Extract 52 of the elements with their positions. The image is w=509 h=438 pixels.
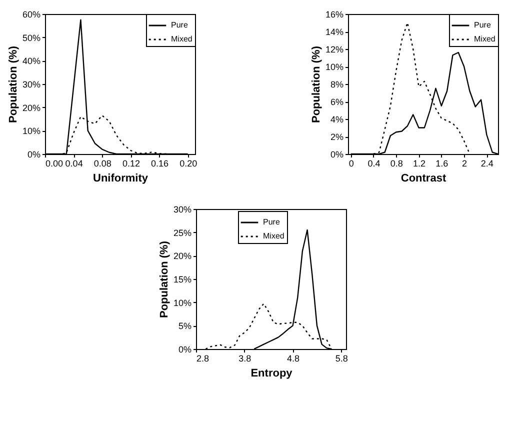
x-tick-label: 0.8 <box>390 158 403 168</box>
y-tick-label: 30% <box>22 80 40 90</box>
y-axis-title: Population (%) <box>7 46 20 123</box>
y-tick-label: 20% <box>173 251 192 262</box>
y-tick-label: 8% <box>330 80 344 90</box>
x-tick-label: 4.8 <box>287 354 300 364</box>
legend-label: Mixed <box>263 232 284 240</box>
x-tick-label: 0.00 <box>46 158 64 168</box>
x-tick-label: 2.8 <box>196 354 210 364</box>
y-tick-label: 6% <box>330 97 344 107</box>
legend-label: Pure <box>171 20 188 30</box>
x-tick-label: 5.8 <box>335 354 348 364</box>
legend-label: Mixed <box>474 34 496 44</box>
x-tick-label: 1.6 <box>436 158 448 168</box>
legend-label: Pure <box>474 20 492 30</box>
x-tick-label: 0.08 <box>94 158 112 168</box>
y-tick-label: 40% <box>22 56 40 66</box>
y-axis-title: Population (%) <box>310 46 322 123</box>
x-tick-label: 0.04 <box>65 158 83 168</box>
y-tick-label: 0% <box>178 344 192 354</box>
y-tick-label: 2% <box>330 132 344 142</box>
y-tick-label: 10% <box>22 126 40 136</box>
y-tick-label: 15% <box>173 274 192 284</box>
x-tick-label: 2 <box>462 158 468 168</box>
y-tick-label: 12% <box>325 44 344 54</box>
x-tick-label: 3.8 <box>238 354 252 364</box>
x-axis-title: Entropy <box>250 368 294 380</box>
y-tick-label: 10% <box>325 62 344 72</box>
x-tick-label: 0.12 <box>122 158 140 168</box>
x-tick-label: 0.20 <box>180 158 198 168</box>
x-tick-label: 1.2 <box>412 158 426 168</box>
y-tick-label: 10% <box>173 298 192 308</box>
y-tick-label: 30% <box>173 204 192 214</box>
x-tick-label: 0.4 <box>368 158 380 168</box>
y-tick-label: 4% <box>330 114 344 124</box>
y-tick-label: 20% <box>22 102 40 113</box>
x-tick-label: 0 <box>348 158 354 168</box>
y-axis-title: Population (%) <box>158 240 170 318</box>
x-axis-title: Contrast <box>400 172 446 184</box>
legend-label: Pure <box>263 218 280 226</box>
x-axis-title: Uniformity <box>93 172 149 184</box>
y-tick-label: 5% <box>178 321 192 332</box>
y-tick-label: 14% <box>325 27 344 37</box>
y-tick-label: 25% <box>173 228 192 238</box>
y-tick-label: 50% <box>22 32 40 43</box>
y-tick-label: 0% <box>27 150 40 160</box>
x-tick-label: 2.4 <box>480 158 494 168</box>
y-tick-label: 16% <box>325 10 344 20</box>
y-tick-label: 0% <box>330 150 344 160</box>
y-tick-label: 60% <box>22 10 40 20</box>
legend-label: Mixed <box>171 34 192 44</box>
x-tick-label: 0.16 <box>151 158 169 168</box>
